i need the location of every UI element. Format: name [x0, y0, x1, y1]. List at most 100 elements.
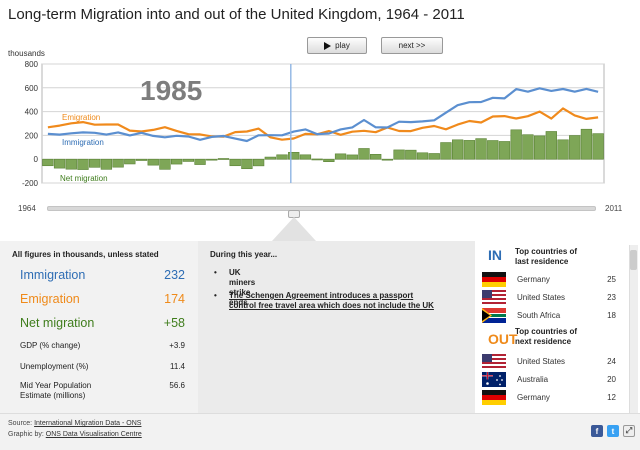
- graphic-link[interactable]: ONS Data Visualisation Centre: [45, 431, 142, 438]
- country-name: United States: [517, 357, 566, 366]
- in-country-row: United States 23: [482, 290, 616, 305]
- net-migration-bar: [393, 149, 405, 160]
- gdp-value: +3.9: [169, 341, 185, 350]
- graphic-line: Graphic by: ONS Data Visualisation Centr…: [8, 431, 142, 438]
- net-migration-bar: [65, 158, 77, 170]
- y-tick-label: 400: [25, 108, 39, 117]
- y-tick-label: 600: [25, 84, 39, 93]
- play-icon: [324, 41, 332, 50]
- country-value: 12: [607, 393, 616, 402]
- net-migration-bar: [487, 140, 499, 160]
- net-migration-bar: [416, 152, 429, 160]
- country-value: 18: [607, 311, 616, 320]
- y-tick-label: 800: [25, 60, 39, 69]
- net-migration-bar: [557, 139, 569, 160]
- country-value: 25: [607, 275, 616, 284]
- out-country-row: Germany 12: [482, 390, 616, 405]
- emigration-stat: Emigration 174: [20, 292, 185, 306]
- net-migration-annotation: Net migration: [60, 174, 108, 183]
- net-migration-bar: [276, 154, 288, 160]
- out-label: OUT: [488, 331, 518, 347]
- in-heading-line1: Top countries of: [515, 247, 578, 256]
- net-migration-bar: [428, 153, 440, 160]
- immigration-label: Immigration: [20, 268, 86, 282]
- net-migration-bar: [346, 154, 358, 160]
- out-country-row: Australia 20: [482, 372, 616, 387]
- scrollbar-thumb[interactable]: [630, 250, 637, 270]
- event-link-line2[interactable]: control free travel area which does not …: [229, 301, 434, 310]
- net-migration-stat: Net migration +58: [20, 316, 185, 330]
- fullscreen-icon[interactable]: ⤢: [623, 425, 635, 437]
- plot-area: [41, 63, 605, 184]
- y-axis-label: thousands: [8, 49, 45, 58]
- net-migration-bar: [170, 158, 183, 165]
- graphic-prefix: Graphic by:: [8, 431, 46, 438]
- immigration-stat: Immigration 232: [20, 268, 185, 282]
- net-migration-bar: [206, 158, 218, 161]
- net-migration-bar: [147, 158, 159, 166]
- net-migration-bar: [592, 133, 604, 160]
- gdp-label: GDP (% change): [20, 341, 81, 350]
- population-label-line2: Estimate (millions): [20, 391, 86, 400]
- net-migration-bar: [311, 158, 323, 161]
- net-migration-bar: [241, 158, 253, 170]
- net-migration-bar: [370, 154, 382, 160]
- net-migration-bar: [405, 149, 417, 160]
- net-migration-bar: [53, 158, 66, 169]
- gdp-stat: GDP (% change) +3.9: [20, 341, 185, 350]
- emigration-annotation: Emigration: [62, 113, 100, 122]
- germany-flag-icon: [482, 390, 506, 405]
- event-link-line1[interactable]: The Schengen Agreement introduces a pass…: [229, 291, 414, 300]
- play-label: play: [335, 41, 350, 50]
- net-migration-bar: [217, 158, 230, 160]
- net-migration-bar: [42, 158, 54, 167]
- y-tick-label: -200: [22, 179, 39, 188]
- country-value: 23: [607, 293, 616, 302]
- net-migration-bar: [522, 134, 534, 160]
- net-migration-bar: [358, 148, 370, 160]
- selected-year-label: 1985: [140, 75, 202, 106]
- net-migration-bar: [77, 158, 89, 170]
- net-migration-bar: [288, 151, 300, 160]
- unemployment-value: 11.4: [170, 362, 185, 371]
- unemployment-label: Unemployment (%): [20, 362, 89, 371]
- y-tick-label: 200: [25, 131, 39, 140]
- net-migration-bar: [182, 158, 195, 162]
- twitter-icon[interactable]: t: [607, 425, 619, 437]
- panel-scrollbar[interactable]: [629, 245, 638, 413]
- net-migration-bar: [89, 158, 101, 168]
- us-flag-icon: [482, 354, 506, 369]
- next-button[interactable]: next >>: [381, 37, 443, 54]
- country-name: Australia: [517, 375, 549, 384]
- emigration-label: Emigration: [20, 292, 80, 306]
- emigration-value: 174: [164, 292, 185, 306]
- out-heading: Top countries of next residence: [515, 327, 605, 347]
- event-text: UK miners strike ends: [229, 268, 256, 307]
- slider-end-year: 2011: [605, 204, 623, 213]
- slider-start-year: 1964: [18, 204, 36, 213]
- net-migration-bar: [569, 135, 581, 160]
- population-value: 56.6: [169, 381, 185, 390]
- out-country-row: United States 24: [482, 354, 616, 369]
- net-migration-bar: [463, 140, 476, 160]
- play-button[interactable]: play: [307, 37, 367, 54]
- emigration-line: [47, 107, 599, 141]
- immigration-annotation: Immigration: [62, 138, 104, 147]
- immigration-line: [47, 87, 599, 143]
- net-migration-bar: [299, 154, 312, 160]
- net-migration-bar: [440, 142, 452, 160]
- facebook-icon[interactable]: f: [591, 425, 603, 437]
- slider-track[interactable]: [47, 206, 596, 211]
- out-heading-line2: next residence: [515, 337, 572, 346]
- net-migration-bar: [100, 158, 113, 170]
- out-heading-line1: Top countries of: [515, 327, 578, 336]
- events-heading: During this year...: [210, 250, 278, 259]
- immigration-value: 232: [164, 268, 185, 282]
- source-link[interactable]: International Migration Data - ONS: [34, 420, 142, 427]
- net-migration-bar: [334, 153, 347, 160]
- country-name: Germany: [517, 275, 550, 284]
- event-link[interactable]: The Schengen Agreement introduces a pass…: [229, 291, 479, 311]
- source-prefix: Source:: [8, 420, 35, 427]
- unemployment-stat: Unemployment (%) 11.4: [20, 362, 185, 371]
- south-africa-flag-icon: [482, 308, 506, 323]
